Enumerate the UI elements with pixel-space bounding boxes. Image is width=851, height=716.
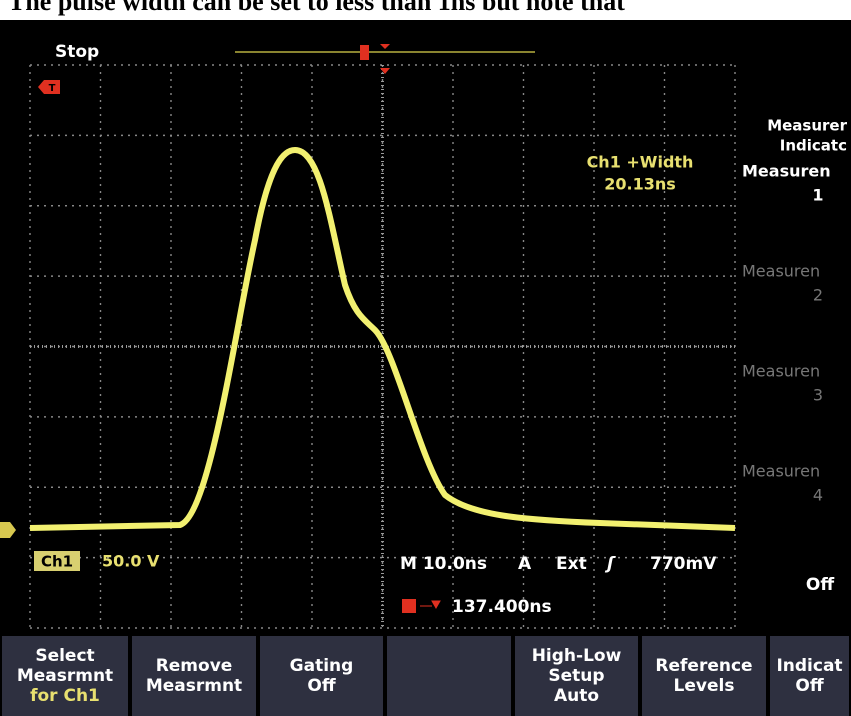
- button-label: Off: [795, 676, 823, 696]
- button-label: Off: [307, 676, 335, 696]
- menu-item-label: Measuren: [742, 362, 820, 381]
- button-label: Select: [35, 646, 94, 666]
- menu-item-label: Measuren: [742, 462, 820, 481]
- button-label: Reference: [655, 656, 752, 676]
- time-per-div: M 10.0ns: [400, 554, 487, 574]
- display: [0, 20, 851, 716]
- button[interactable]: [387, 636, 511, 716]
- button-label: Indicat: [776, 656, 842, 676]
- status: Stop: [55, 42, 99, 62]
- menu-off[interactable]: Off: [806, 575, 834, 595]
- menu-item-label: Measuren: [742, 262, 820, 281]
- button-label: Measrmnt: [146, 676, 242, 696]
- button-label: High-Low: [532, 646, 622, 666]
- button-label: Auto: [554, 686, 599, 706]
- button-label: Remove: [156, 656, 233, 676]
- trigger-marker: T: [49, 83, 56, 94]
- menu-title: Measurer: [767, 117, 847, 135]
- menu-item-label: 2: [813, 286, 823, 305]
- volts-per-div: 50.0 V: [102, 552, 160, 571]
- button-label: Setup: [548, 666, 604, 686]
- scope-screen: The pulse width can be set to less than …: [0, 0, 851, 716]
- button-label: Measrmnt: [17, 666, 113, 686]
- channel: Ch1: [41, 553, 73, 571]
- trigger-mode: A: [518, 554, 532, 574]
- trigger-position: 137.400ns: [452, 597, 552, 617]
- menu-item-label: Measuren: [742, 162, 831, 181]
- measurement-name: Ch1 +Width: [587, 153, 694, 172]
- button-label: for Ch1: [30, 686, 100, 706]
- menu-item-label: 1: [812, 186, 823, 205]
- trigger-source: Ext: [556, 554, 587, 574]
- button-label: Levels: [674, 676, 735, 696]
- menu-title: Indicatc: [780, 137, 847, 155]
- measurement-value: 20.13ns: [604, 175, 676, 194]
- button-label: Gating: [290, 656, 354, 676]
- record-window: [360, 45, 369, 60]
- trigger-position-icon: [402, 599, 416, 613]
- menu-item-label: 4: [813, 486, 823, 505]
- menu-item-label: 3: [813, 386, 823, 405]
- side-menu: Measurer Indicatc Measuren 1 Measuren 2 Measur…: [736, 100, 851, 630]
- caption: The pulse width can be set to less than …: [8, 0, 625, 16]
- trigger-level: 770mV: [650, 554, 717, 574]
